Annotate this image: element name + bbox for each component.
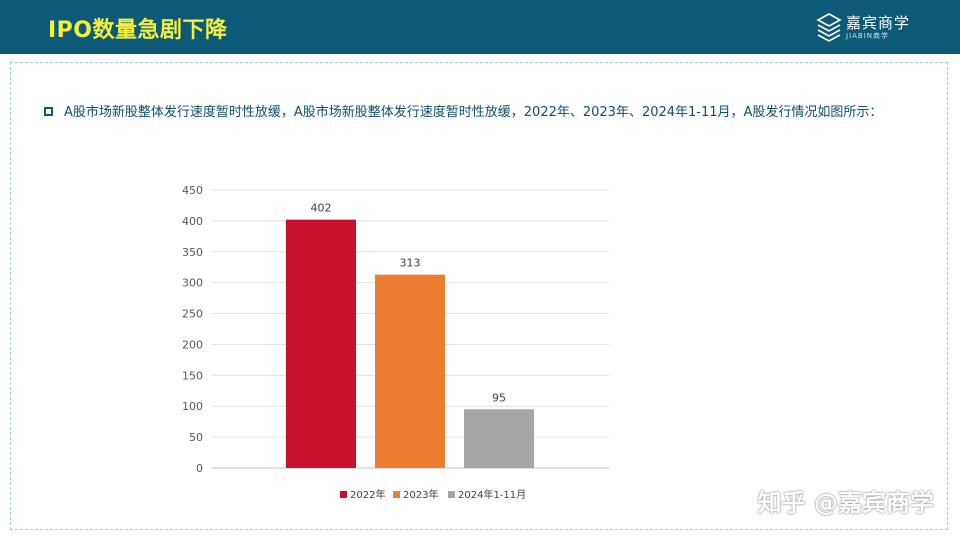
legend-swatch: [393, 491, 400, 498]
content-frame: [10, 62, 948, 530]
bar: [375, 274, 445, 468]
y-tick-label: 250: [182, 308, 203, 321]
brand-name: 嘉宾商学: [846, 14, 911, 32]
watermark: 知乎 @嘉宾商学: [757, 489, 934, 517]
y-tick-label: 100: [182, 400, 203, 413]
page-title: IPO数量急剧下降: [48, 18, 228, 43]
data-label: 402: [311, 202, 332, 215]
legend-label: 2022年: [350, 488, 385, 501]
data-label: 95: [492, 391, 506, 404]
y-tick-label: 300: [182, 277, 203, 290]
legend-label: 2023年: [403, 488, 438, 501]
brand-name-en: JIABIN商学: [846, 32, 890, 40]
legend-swatch: [448, 491, 455, 498]
bar: [286, 219, 356, 468]
legend-swatch: [340, 491, 347, 498]
y-tick-label: 50: [189, 431, 203, 444]
y-tick-label: 450: [182, 184, 203, 197]
y-tick-label: 200: [182, 338, 203, 351]
brand-logo: 嘉宾商学 JIABIN商学: [816, 12, 912, 44]
bar: [464, 409, 534, 468]
y-tick-label: 400: [182, 215, 203, 228]
legend-label: 2024年1-11月: [458, 488, 526, 501]
y-tick-label: 0: [196, 462, 203, 475]
square-bullet-icon: [44, 107, 53, 116]
y-tick-label: 350: [182, 246, 203, 259]
data-label: 313: [400, 257, 421, 270]
brand-logo-icon: [816, 13, 842, 42]
bullet-text: A股市场新股整体发行速度暂时性放缓，A股市场新股整体发行速度暂时性放缓，2022…: [64, 105, 883, 120]
y-tick-label: 150: [182, 369, 203, 382]
title-bar: IPO数量急剧下降 嘉宾商学 JIABIN商学: [0, 0, 960, 54]
